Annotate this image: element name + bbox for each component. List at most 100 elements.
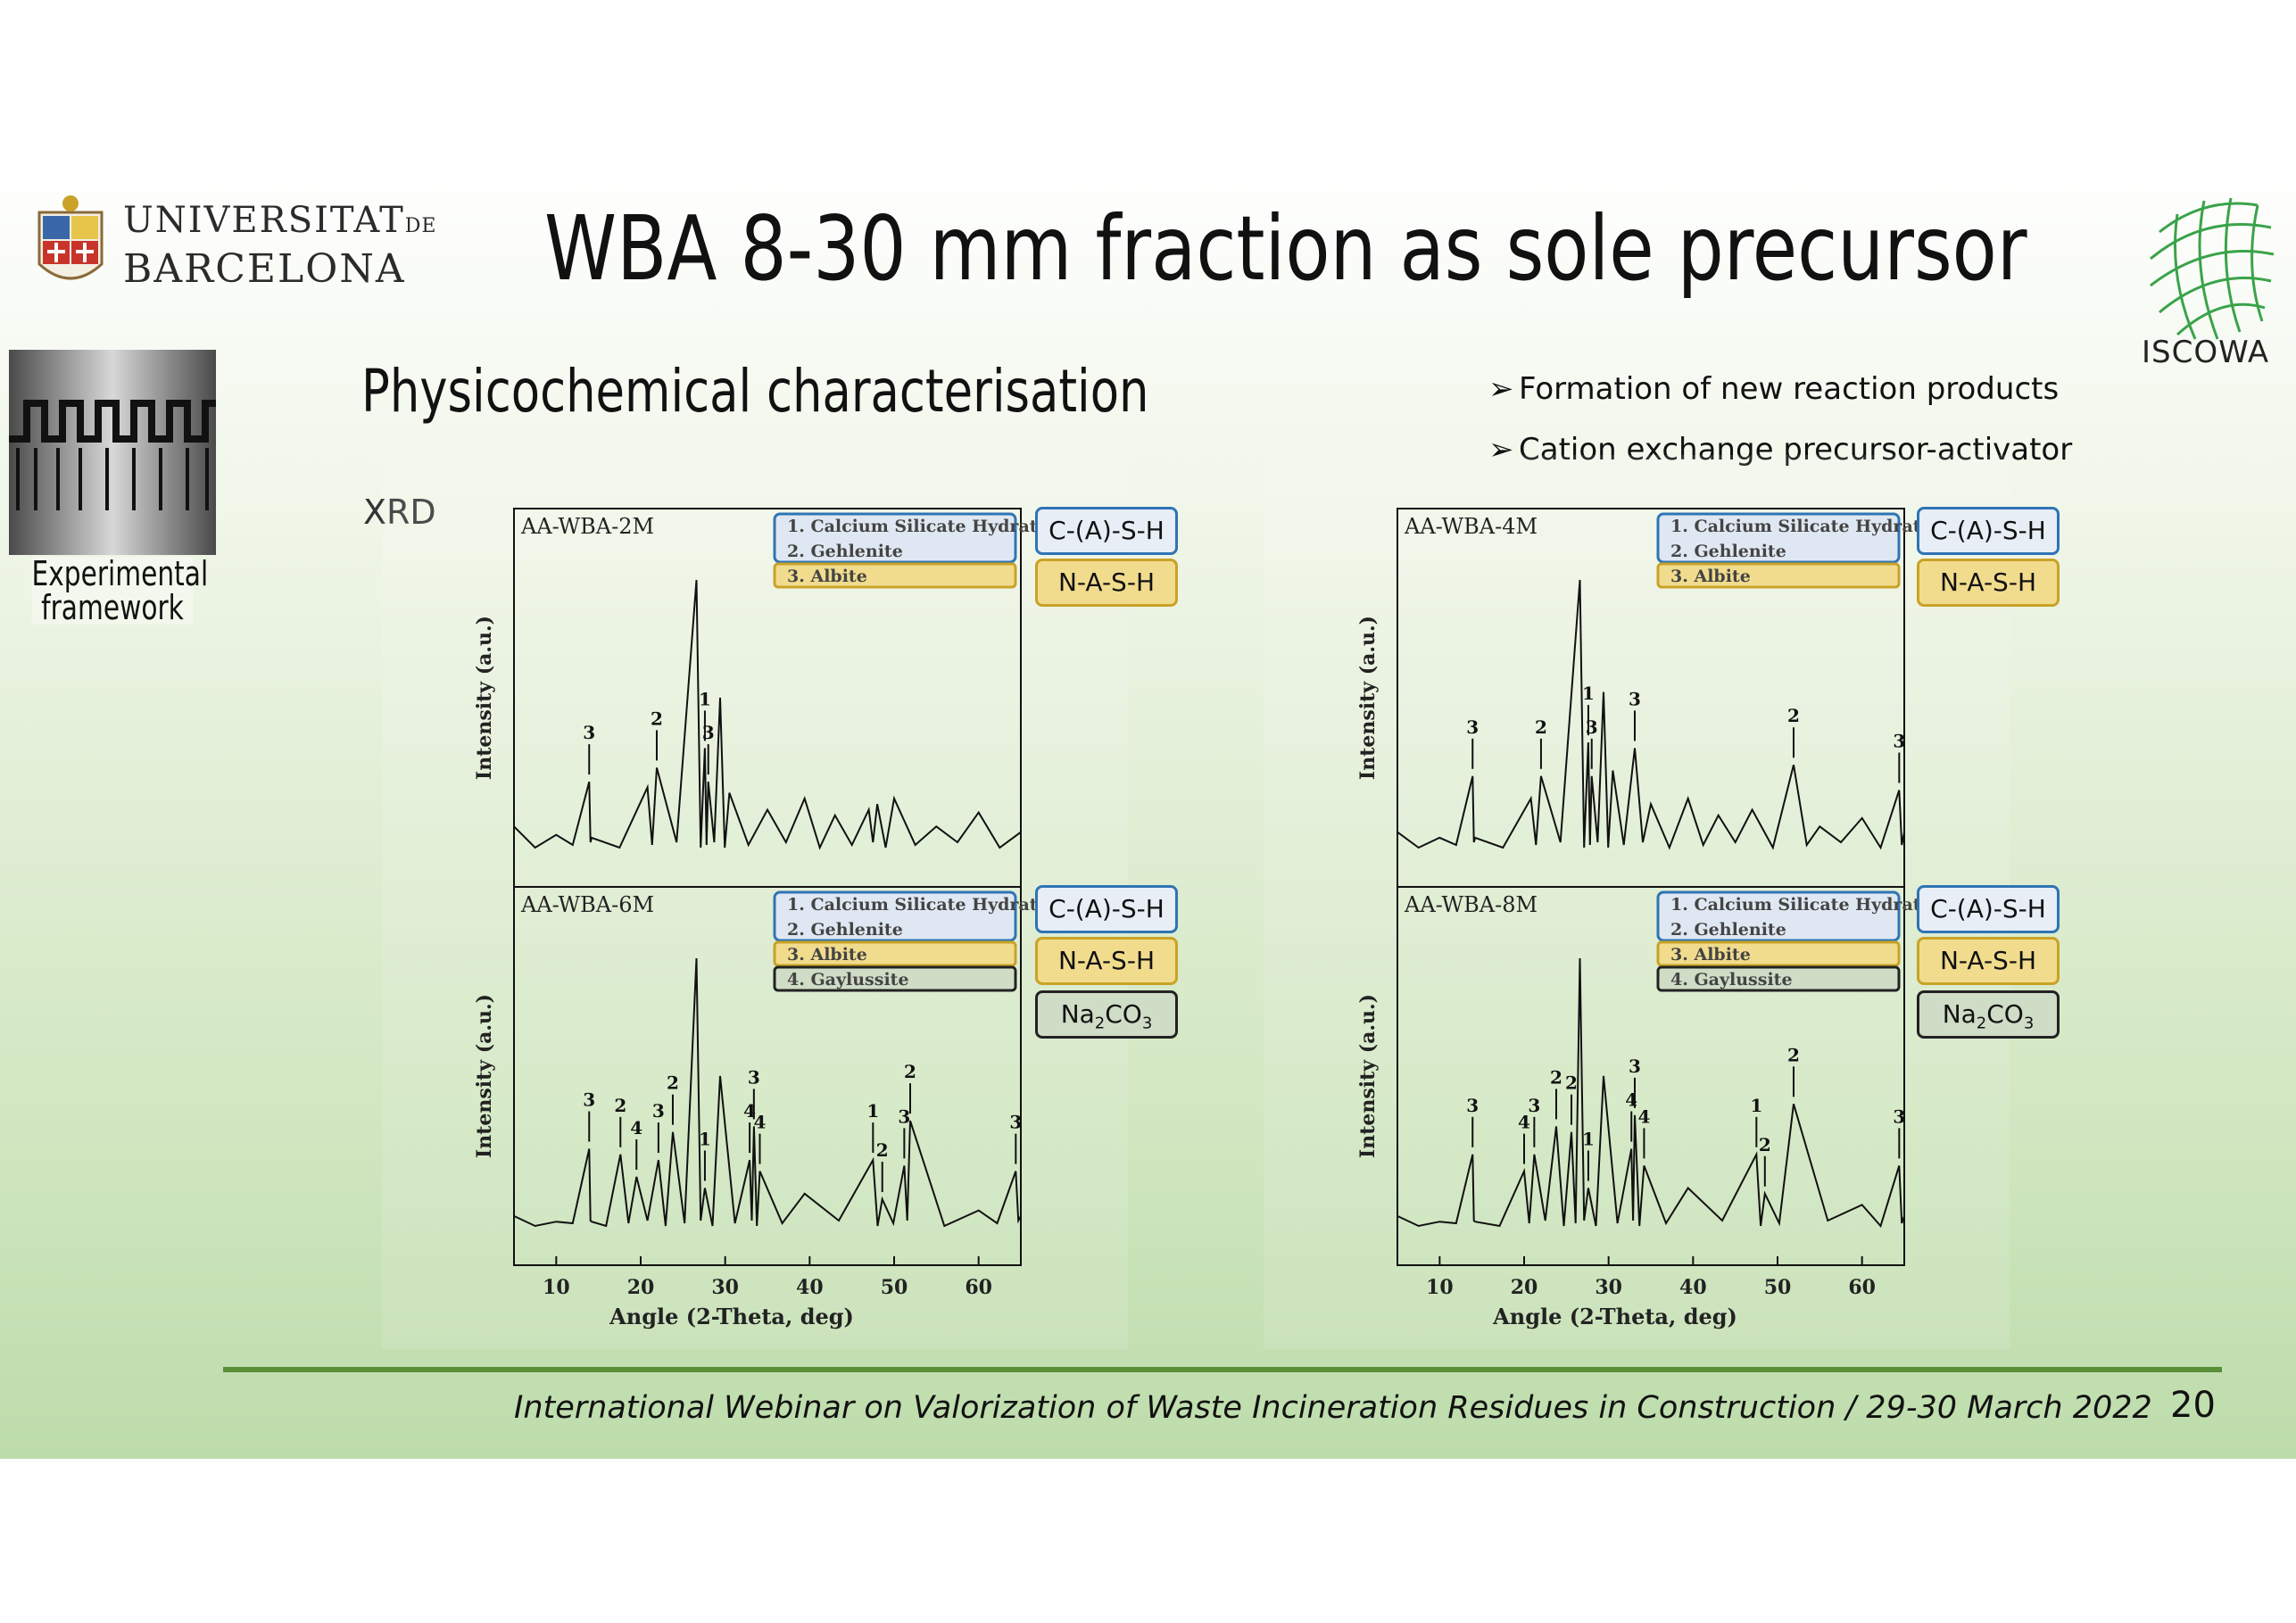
peak-label: 3: [1466, 716, 1479, 738]
peak-label: 1: [866, 1100, 879, 1122]
peak-label: 2: [667, 1072, 679, 1094]
university-shield-icon: [37, 195, 104, 280]
legend-entry: 4. Gaylussite: [787, 970, 909, 990]
bullet-list: ➢ Formation of new reaction products ➢ Cat…: [1488, 359, 2072, 480]
legend-box: [1656, 965, 1901, 992]
peak-label: 3: [748, 1066, 760, 1088]
peak-label: 3: [1893, 731, 1905, 752]
peak-label: 2: [1550, 1066, 1562, 1088]
co-text: CO: [1105, 999, 1142, 1029]
x-tick-label: 50: [1764, 1276, 1792, 1299]
xrd-charts: AA-WBA-2M 1. Calcium Silicate Hydrate 2. G…: [473, 508, 1932, 1329]
peak-label: 1: [1750, 1095, 1762, 1116]
x-tick-label: 60: [965, 1276, 992, 1299]
peak-label: 1: [1582, 683, 1595, 704]
peak-label: 2: [614, 1095, 626, 1116]
arrow-bullet-icon: ➢: [1488, 371, 1514, 407]
legend-entry: 3. Albite: [1670, 945, 1751, 965]
panel-title: AA-WBA-6M: [520, 892, 654, 917]
peak-label: 2: [1787, 1044, 1800, 1065]
legend-box-csh: [773, 512, 1017, 564]
legend-entry: 1. Calcium Silicate Hydrate: [1670, 517, 1932, 536]
legend-box: [1656, 940, 1901, 967]
peak-label: 2: [1759, 1134, 1771, 1155]
legend-entry: 2. Gehlenite: [1670, 920, 1786, 940]
peak-label: 3: [702, 722, 715, 743]
peak-label: 1: [1582, 1128, 1595, 1149]
legend-entry: 1. Calcium Silicate Hydrate: [1670, 895, 1932, 915]
university-barcelona-logo: Universitatde Barcelona: [34, 187, 444, 303]
framework-image: [9, 350, 216, 555]
peak-label: 2: [651, 708, 663, 729]
panel-title: AA-WBA-2M: [520, 514, 654, 539]
nash-tag: N-A-S-H: [1917, 559, 2060, 607]
peak-label: 4: [754, 1112, 767, 1133]
csh-tag: C-(A)-S-H: [1917, 885, 2060, 933]
na-sub: 2: [1976, 1014, 1987, 1033]
legend-entry: 3. Albite: [1670, 567, 1751, 586]
csh-tag: C-(A)-S-H: [1035, 507, 1178, 555]
legend-entry: 2. Gehlenite: [1670, 542, 1786, 561]
peak-label: 3: [1586, 716, 1598, 738]
xrd-trace: [1397, 579, 1905, 850]
bullet-text: Formation of new reaction products: [1519, 371, 2060, 407]
footer-text: International Webinar on Valorization of…: [514, 1390, 2152, 1426]
arrow-bullet-icon: ➢: [1488, 432, 1514, 468]
experimental-framework-label: Experimental framework: [31, 554, 209, 627]
legend-entry: 4. Gaylussite: [1670, 970, 1793, 990]
x-tick-label: 60: [1848, 1276, 1876, 1299]
peak-label: 3: [1528, 1095, 1540, 1116]
csh-tag: C-(A)-S-H: [1035, 885, 1178, 933]
nash-tag: N-A-S-H: [1035, 937, 1178, 985]
x-tick-label: 10: [1426, 1276, 1454, 1299]
xrd-trace: [513, 957, 1022, 1228]
iscowa-label: ISCOWA: [2142, 335, 2270, 370]
xrd-trace: [1397, 957, 1905, 1229]
peak-label: 4: [630, 1117, 642, 1139]
na-text: Na: [1060, 999, 1095, 1029]
nash-tag: N-A-S-H: [1917, 937, 2060, 985]
legend-entry: 3. Albite: [787, 567, 867, 586]
peak-label: 3: [1629, 1056, 1641, 1077]
peak-label: 4: [1518, 1112, 1530, 1133]
slide: Universitatde Barcelona WBA 8-30 mm frac…: [0, 161, 2296, 1459]
legend-entry: 2. Gehlenite: [787, 542, 903, 561]
xrd-label: XRD: [363, 493, 436, 532]
footer-divider: [223, 1367, 2222, 1372]
co-sub: 3: [2023, 1014, 2035, 1033]
x-tick-label: 30: [711, 1276, 739, 1299]
peak-label: 1: [699, 1128, 711, 1149]
peak-label: 2: [1535, 716, 1547, 738]
peak-label: 4: [1637, 1105, 1650, 1127]
x-tick-label: 50: [881, 1276, 908, 1299]
bullet-item: ➢ Cation exchange precursor-activator: [1488, 419, 2072, 480]
legend-box-csh: [1656, 890, 1901, 942]
framework-pattern-icon: [9, 400, 216, 510]
peak-label: 2: [904, 1061, 916, 1082]
legend-box: [1656, 562, 1901, 589]
section-subtitle: Physicochemical characterisation: [361, 357, 1149, 426]
legend-entry: 1. Calcium Silicate Hydrate: [787, 895, 1049, 915]
bullet-text: Cation exchange precursor-activator: [1519, 432, 2073, 468]
y-axis-label: Intensity (a.u.): [1356, 616, 1380, 780]
x-axis-label: Angle (2-Theta, deg): [1492, 1304, 1737, 1329]
na2co3-tag: Na2CO3: [1035, 990, 1178, 1039]
legend-entry: 1. Calcium Silicate Hydrate: [787, 517, 1049, 536]
peak-label: 3: [1629, 688, 1641, 709]
x-tick-label: 20: [1511, 1276, 1538, 1299]
legend-entry: 2. Gehlenite: [787, 920, 903, 940]
peak-label: 2: [876, 1139, 889, 1161]
plot-frame: [1397, 886, 1905, 1266]
peak-label: 3: [898, 1105, 910, 1127]
peak-label: 4: [1625, 1089, 1637, 1111]
peak-label: 3: [583, 722, 595, 743]
peak-label: 3: [1466, 1095, 1479, 1116]
iscowa-logo-icon: [2150, 197, 2275, 340]
peak-label: 3: [1893, 1105, 1905, 1127]
x-tick-label: 40: [796, 1276, 824, 1299]
peak-label: 2: [1565, 1072, 1578, 1094]
x-axis-label: Angle (2-Theta, deg): [609, 1304, 854, 1329]
xrd-trace: [513, 579, 1022, 850]
experimental-framework-thumbnail[interactable]: Experimental framework: [9, 350, 216, 625]
x-tick-label: 10: [543, 1276, 570, 1299]
